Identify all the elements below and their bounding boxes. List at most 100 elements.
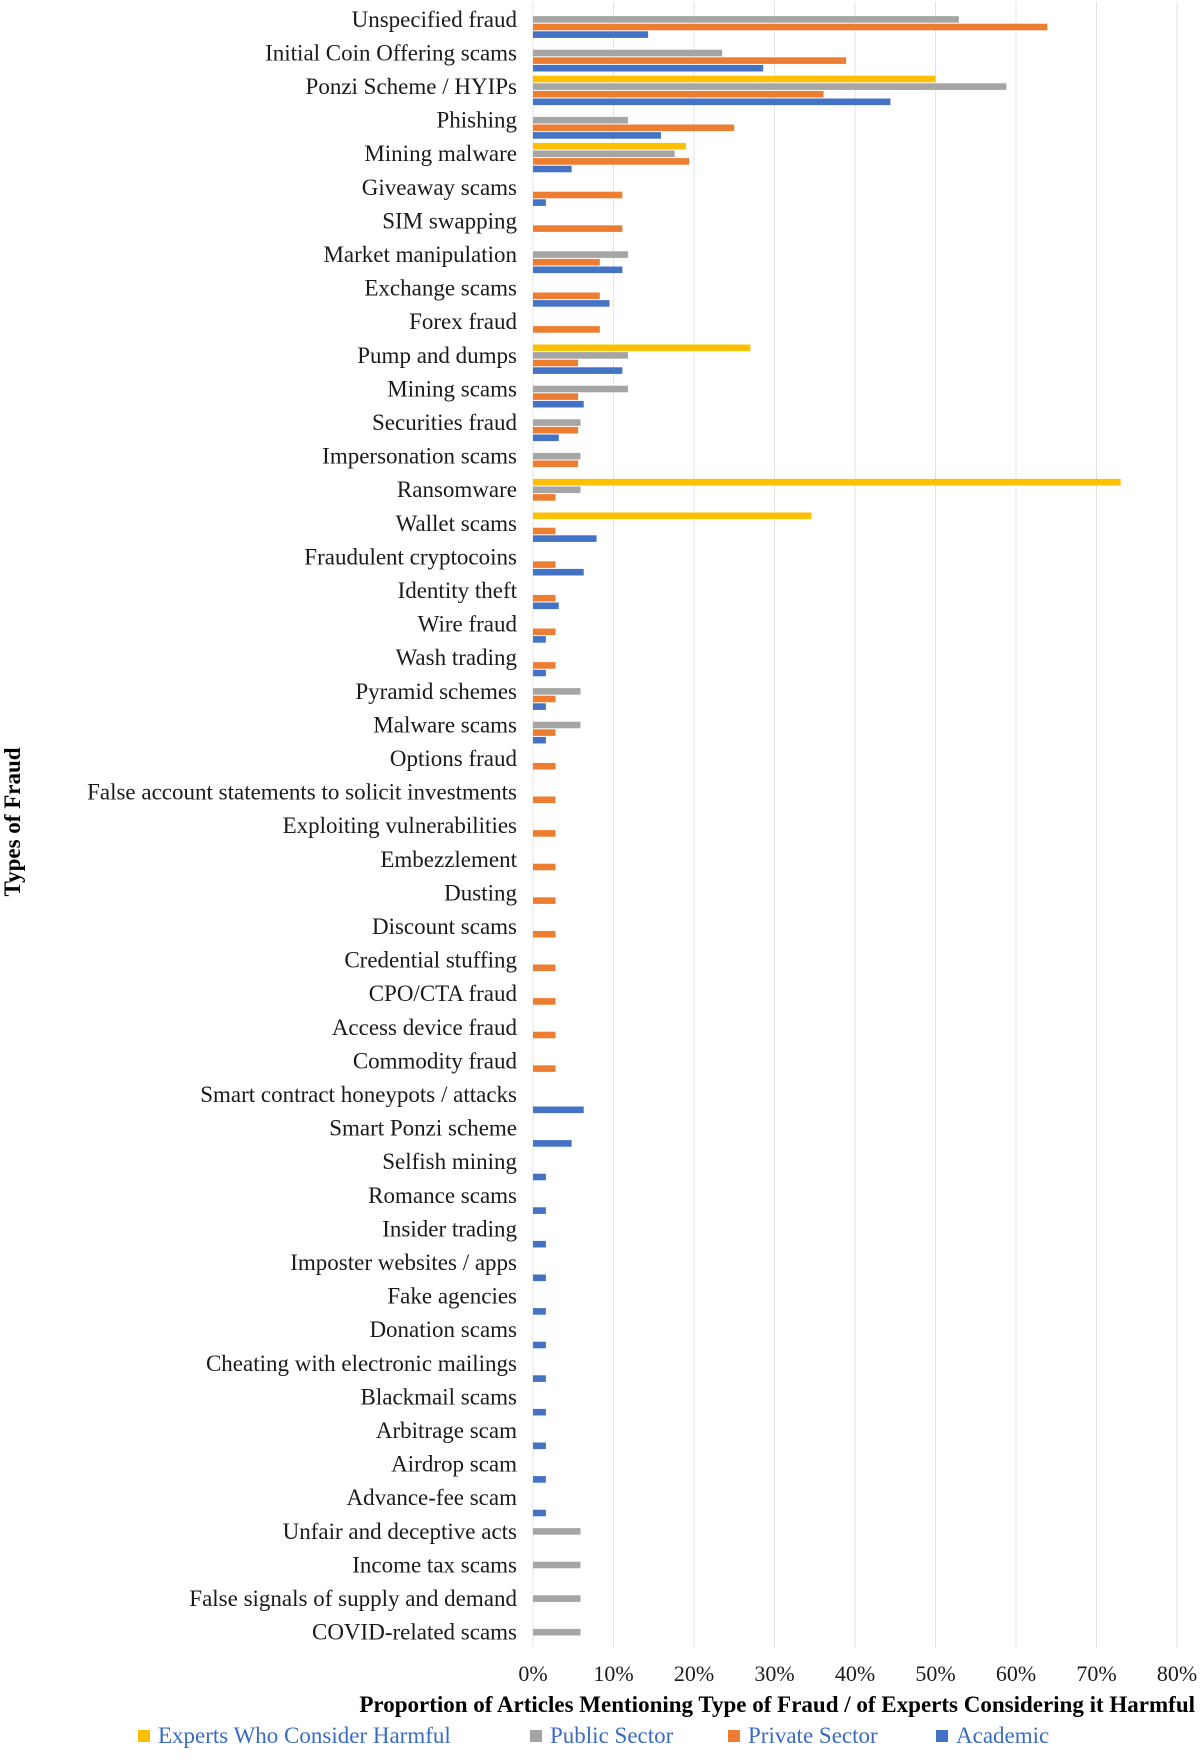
bar-ransomware-experts-who-consider-harmful (533, 478, 1121, 486)
bar-mining-malware-experts-who-consider-harmful (533, 142, 686, 150)
bar-ponzi-scheme-hyips-public-sector (533, 83, 1007, 90)
category-label: Smart contract honeypots / attacks (200, 1082, 517, 1107)
x-tick-label: 0% (518, 1661, 547, 1686)
category-label: Arbitrage scam (376, 1418, 517, 1443)
bar-securities-fraud-private-sector (533, 426, 579, 434)
bar-pyramid-schemes-private-sector (533, 695, 556, 703)
bar-identity-theft-academic (533, 602, 559, 610)
category-label-layer: Unspecified fraud Initial Coin Offering s… (87, 7, 518, 1645)
bar-mining-malware-academic (533, 165, 572, 173)
category-label: Impersonation scams (322, 444, 517, 469)
bar-pyramid-schemes-academic (533, 703, 546, 710)
bar-initial-coin-offering-scams-private-sector (533, 57, 847, 64)
category-label: Cheating with electronic mailings (206, 1351, 517, 1376)
bar-unspecified-fraud-public-sector (533, 16, 959, 23)
bar-ransomware-private-sector (533, 494, 556, 501)
legend-swatch-private-sector (728, 1730, 740, 1742)
category-label: Income tax scams (352, 1552, 517, 1577)
category-label: Exploiting vulnerabilities (283, 813, 517, 838)
bar-donation-scams-academic (533, 1341, 546, 1349)
legend-label-private-sector: Private Sector (748, 1723, 878, 1748)
bar-wire-fraud-academic (533, 636, 546, 643)
x-tick-label: 30% (754, 1661, 794, 1686)
bar-mining-malware-private-sector (533, 158, 690, 165)
category-label: Market manipulation (323, 242, 517, 267)
bar-fake-agencies-academic (533, 1308, 546, 1315)
bar-wash-trading-private-sector (533, 662, 556, 669)
bar-insider-trading-academic (533, 1240, 546, 1248)
bar-false-signals-of-supply-and-demand-public-sector (533, 1595, 581, 1602)
bar-securities-fraud-academic (533, 434, 559, 442)
category-label: Ransomware (397, 477, 517, 502)
category-label: Ponzi Scheme / HYIPs (306, 74, 518, 99)
category-label: Fraudulent cryptocoins (304, 544, 517, 569)
category-label: SIM swapping (382, 208, 517, 233)
category-label: Initial Coin Offering scams (265, 40, 517, 65)
bar-pyramid-schemes-public-sector (533, 688, 581, 695)
bar-cpo-cta-fraud-private-sector (533, 998, 556, 1005)
category-label: False account statements to solicit inve… (87, 780, 517, 805)
bar-ponzi-scheme-hyips-academic (533, 98, 891, 106)
bar-false-account-statements-to-solicit-investments-private-sector (533, 796, 556, 804)
bar-income-tax-scams-public-sector (533, 1561, 581, 1569)
bar-smart-ponzi-scheme-academic (533, 1140, 572, 1147)
bar-ponzi-scheme-hyips-private-sector (533, 90, 824, 98)
bar-giveaway-scams-academic (533, 199, 546, 206)
bar-fraudulent-cryptocoins-private-sector (533, 561, 556, 568)
bar-market-manipulation-academic (533, 266, 623, 274)
bar-selfish-mining-academic (533, 1173, 546, 1181)
bar-unfair-and-deceptive-acts-public-sector (533, 1528, 581, 1535)
category-label: COVID-related scams (312, 1620, 517, 1645)
bar-impersonation-scams-public-sector (533, 452, 581, 460)
legend-label-academic: Academic (956, 1723, 1049, 1748)
category-label: Securities fraud (372, 410, 517, 435)
category-label: Advance-fee scam (347, 1485, 518, 1510)
bar-wallet-scams-private-sector (533, 527, 556, 535)
bar-pump-and-dumps-private-sector (533, 359, 579, 367)
grid-layer (532, 2, 1178, 1649)
bar-initial-coin-offering-scams-public-sector (533, 49, 723, 57)
category-label: Insider trading (382, 1216, 517, 1241)
bar-malware-scams-public-sector (533, 721, 581, 729)
legend: Experts Who Consider Harmful Public Secto… (138, 1723, 1049, 1748)
bar-phishing-public-sector (533, 116, 628, 124)
bar-embezzlement-private-sector (533, 863, 556, 871)
bar-mining-scams-academic (533, 400, 584, 408)
category-label: Exchange scams (364, 276, 517, 301)
bar-market-manipulation-public-sector (533, 251, 628, 258)
bar-pump-and-dumps-academic (533, 367, 623, 374)
bar-giveaway-scams-private-sector (533, 191, 623, 199)
bar-malware-scams-private-sector (533, 729, 556, 736)
x-tick-label: 10% (593, 1661, 633, 1686)
bar-covid-related-scams-public-sector (533, 1628, 581, 1636)
bar-exchange-scams-private-sector (533, 292, 600, 300)
bar-exchange-scams-academic (533, 300, 610, 307)
category-label: Discount scams (372, 914, 517, 939)
bar-pump-and-dumps-public-sector (533, 352, 628, 359)
bar-smart-contract-honeypots-attacks-academic (533, 1106, 584, 1114)
category-label: Airdrop scam (391, 1452, 517, 1477)
x-tick-label: 50% (915, 1661, 955, 1686)
bar-advance-fee-scam-academic (533, 1509, 546, 1517)
bar-imposter-websites-apps-academic (533, 1274, 546, 1282)
category-label: Pump and dumps (357, 343, 517, 368)
bar-discount-scams-private-sector (533, 930, 556, 938)
bar-dusting-private-sector (533, 897, 556, 904)
category-label: Credential stuffing (344, 948, 517, 973)
bar-mining-scams-public-sector (533, 385, 628, 393)
bar-mining-scams-private-sector (533, 393, 579, 400)
category-label: Dusting (444, 880, 517, 905)
x-tick-layer: 0% 10% 20% 30% 40% 50% 60% 70% 80% (518, 1661, 1197, 1686)
bar-commodity-fraud-private-sector (533, 1065, 556, 1072)
category-label: Embezzlement (380, 847, 517, 872)
category-label: Wire fraud (418, 612, 518, 637)
category-label: Fake agencies (387, 1284, 517, 1309)
legend-swatch-academic (936, 1730, 948, 1742)
legend-label-experts-who-consider-harmful: Experts Who Consider Harmful (158, 1723, 451, 1748)
category-label: Mining scams (387, 376, 517, 401)
bar-market-manipulation-private-sector (533, 258, 600, 266)
bar-securities-fraud-public-sector (533, 419, 581, 426)
category-label: Imposter websites / apps (290, 1250, 517, 1275)
category-label: Wash trading (396, 645, 518, 670)
